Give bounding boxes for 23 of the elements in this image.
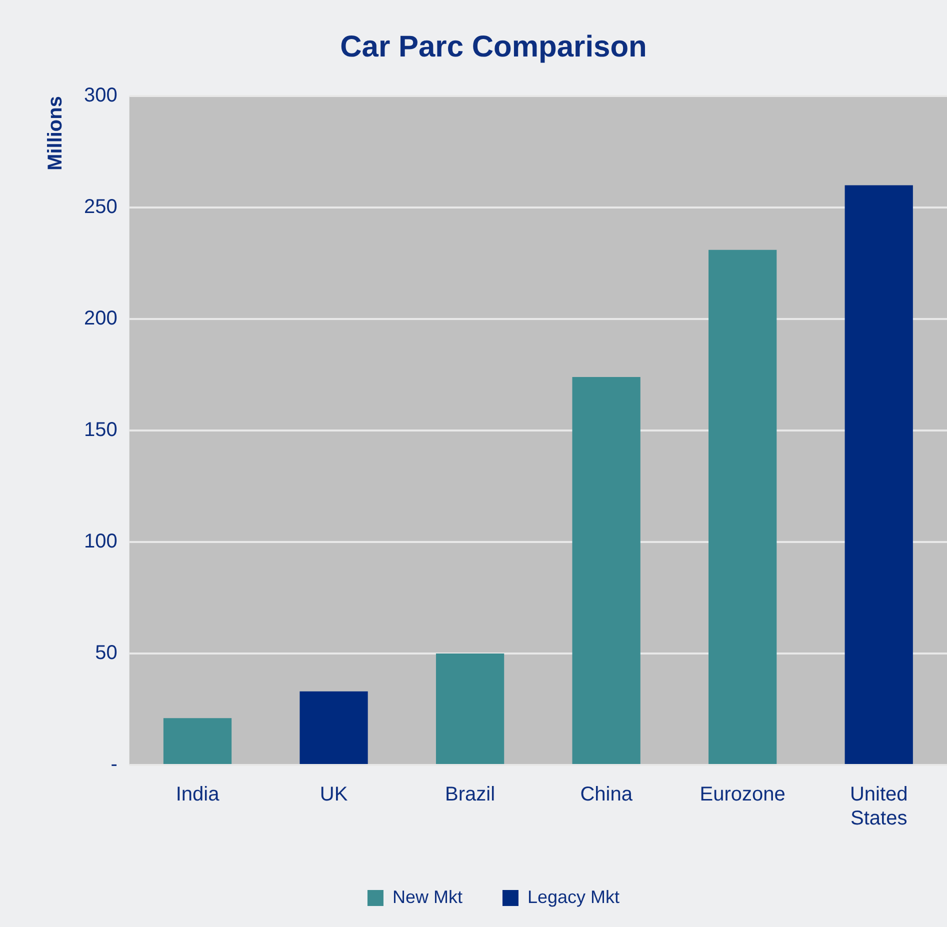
x-tick-label: Brazil <box>445 784 496 806</box>
y-axis-title: Millions <box>44 96 67 170</box>
legend-label: New Mkt <box>392 886 462 907</box>
bar <box>844 185 913 764</box>
y-tick-label: 150 <box>84 419 118 442</box>
x-tick-label: United States <box>850 784 908 830</box>
y-tick-label: - <box>110 754 118 776</box>
bar <box>163 718 232 764</box>
y-tick-label: 250 <box>84 196 118 218</box>
x-tick-label: India <box>176 784 220 806</box>
x-tick-label: UK <box>320 784 348 806</box>
bar <box>708 250 777 764</box>
y-tick-label: 200 <box>84 308 118 330</box>
bar <box>300 691 368 764</box>
bar <box>436 654 504 764</box>
x-tick-label: Eurozone <box>700 784 786 806</box>
y-tick-label: 50 <box>95 642 118 664</box>
y-tick-label: 100 <box>84 530 118 553</box>
chart-title: Car Parc Comparison <box>340 30 647 64</box>
bar <box>572 376 640 764</box>
y-tick-label: 300 <box>84 84 118 107</box>
legend-label: Legacy Mkt <box>527 886 620 907</box>
x-tick-label: China <box>580 784 634 806</box>
